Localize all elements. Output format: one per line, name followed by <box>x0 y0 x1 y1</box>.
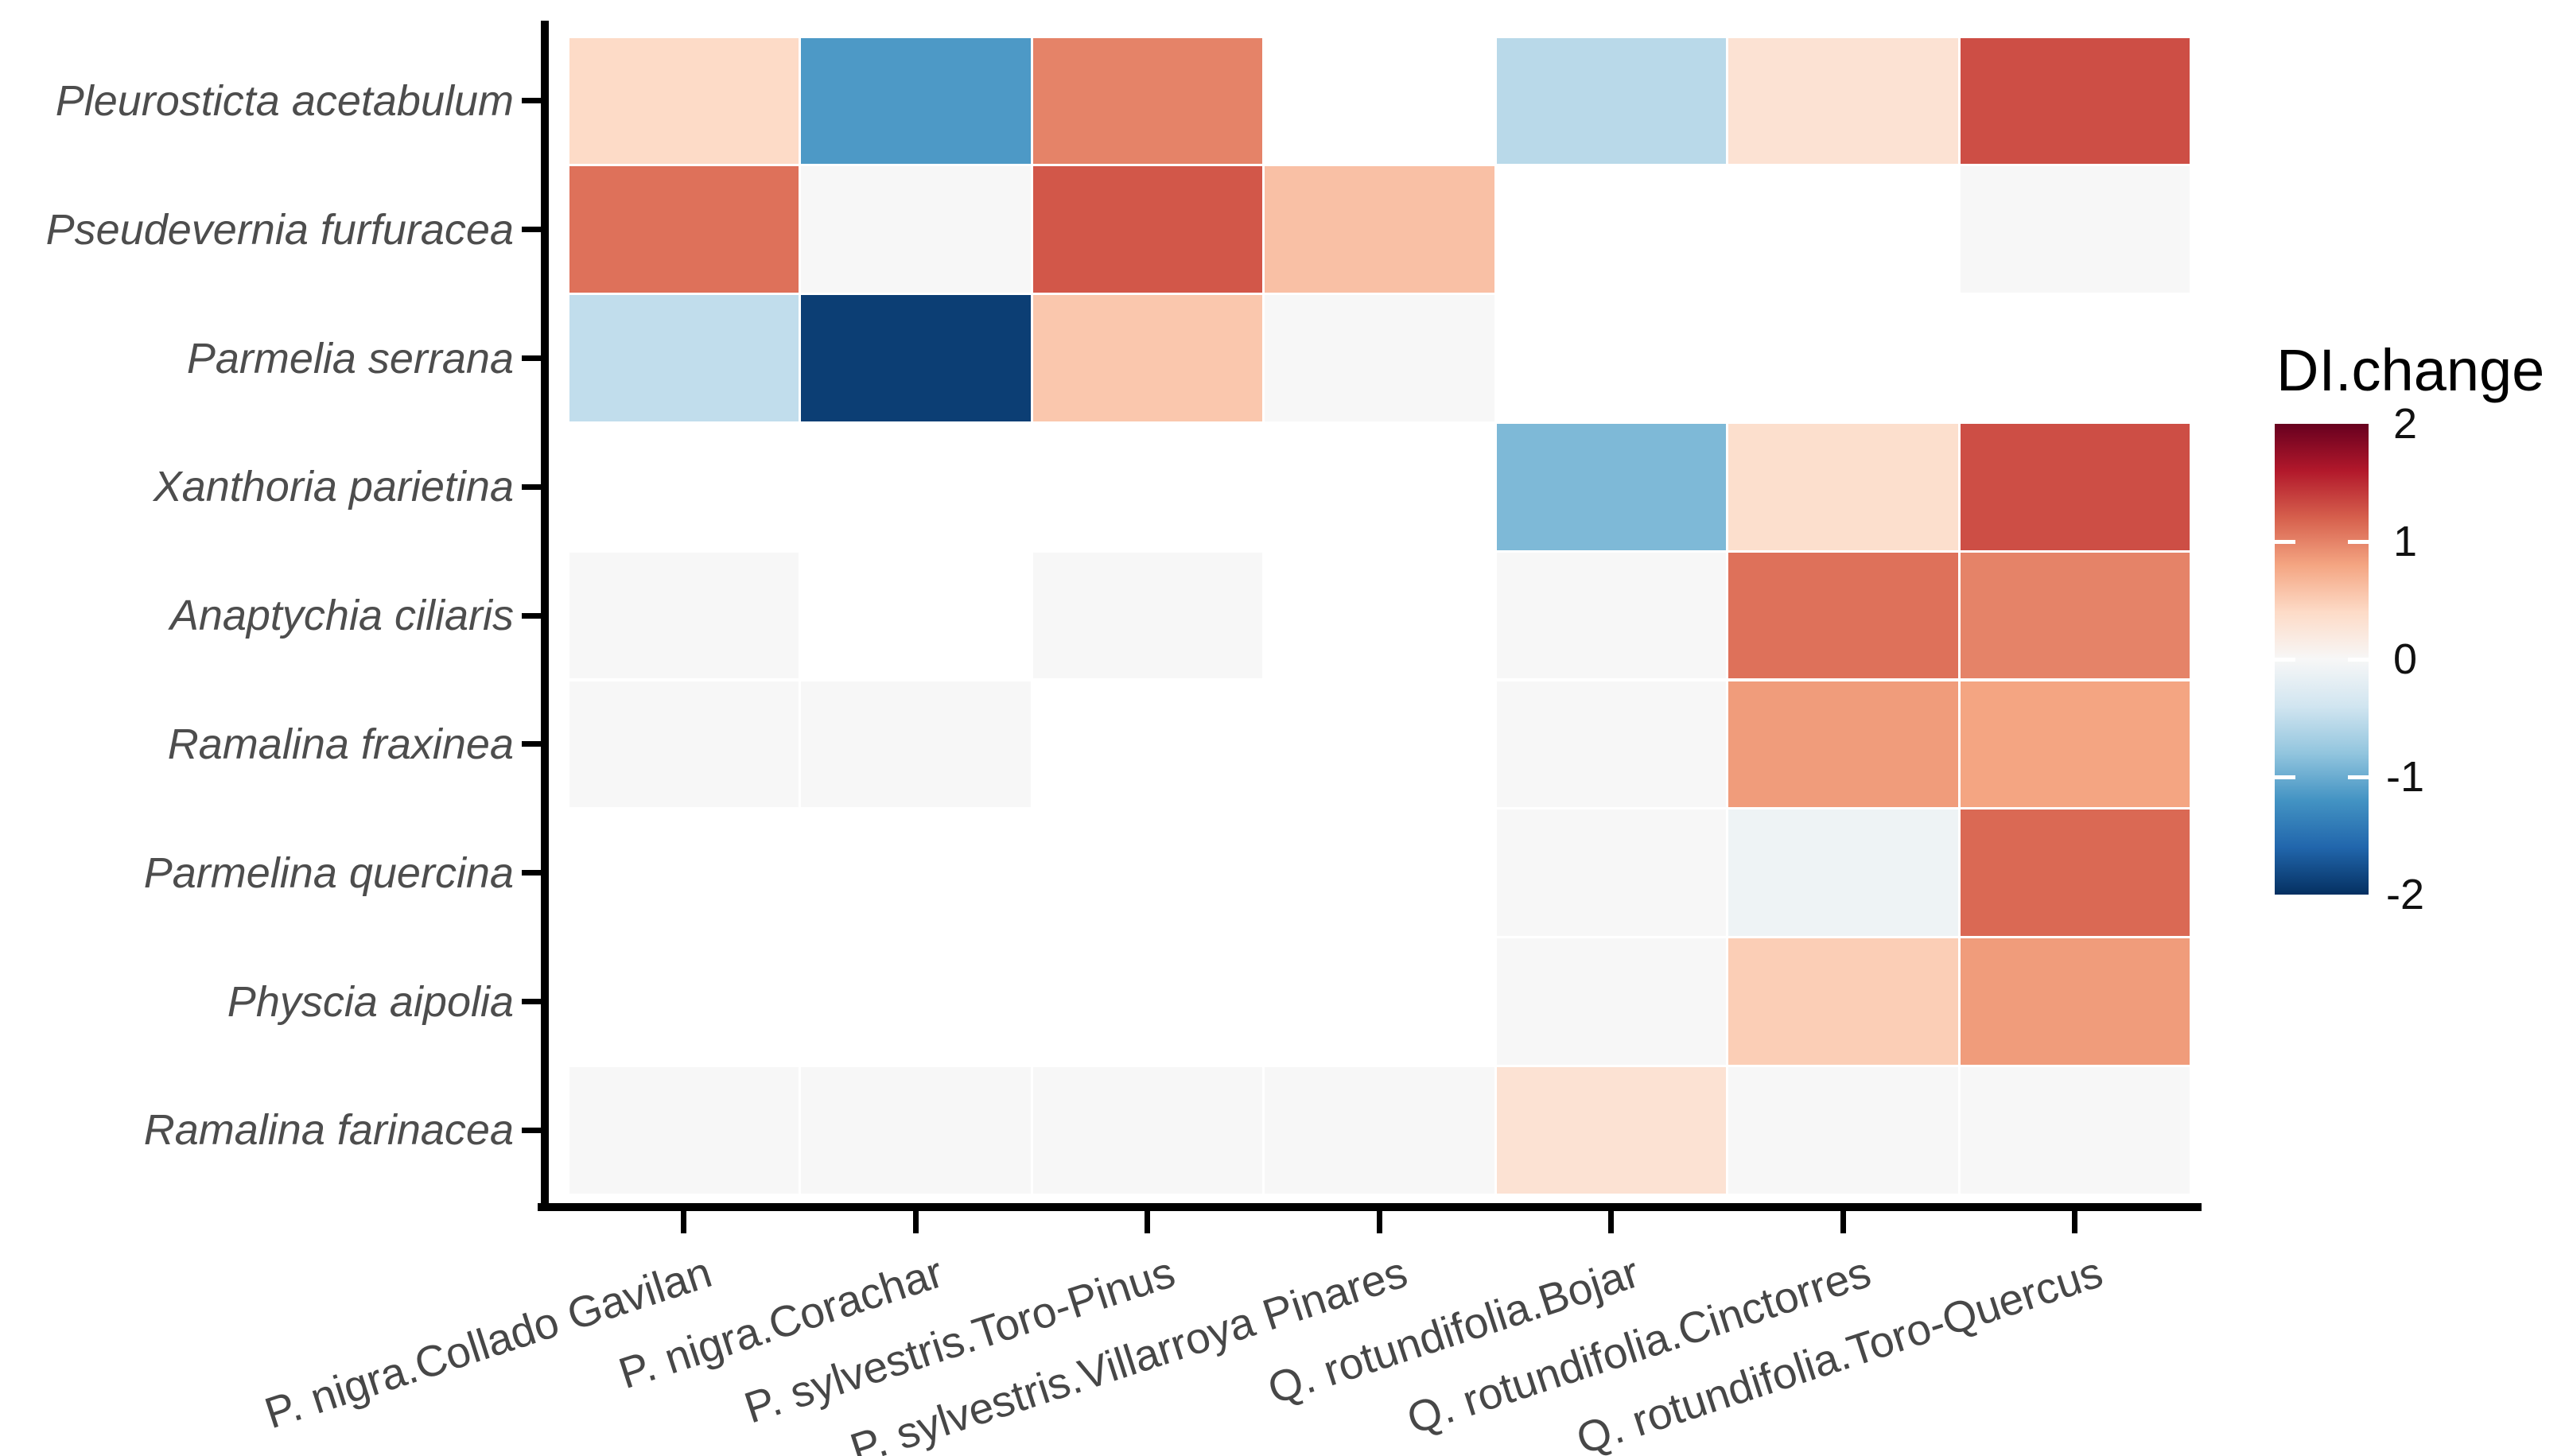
heatmap-cell <box>801 37 1031 165</box>
legend-title: DI.change <box>2276 337 2545 403</box>
heatmap-cell <box>1728 423 1958 550</box>
x-axis-tick <box>1145 1211 1151 1233</box>
heatmap-cell <box>1496 810 1726 937</box>
y-axis-tick <box>522 355 541 361</box>
x-axis-tick <box>912 1211 919 1233</box>
heatmap-cell <box>1032 37 1262 165</box>
heatmap-cell <box>1032 552 1262 679</box>
heatmap-cell <box>1265 1066 1494 1194</box>
heatmap-cell <box>569 681 799 808</box>
heatmap-cell <box>1496 552 1726 679</box>
y-axis-label: Parmelia serrana <box>186 334 514 382</box>
y-axis-label: Xanthoria parietina <box>153 463 514 511</box>
heatmap-cell <box>801 166 1031 293</box>
heatmap-cell <box>1496 37 1726 165</box>
legend-tick-label: 0 <box>2392 635 2418 683</box>
legend-colorbar-tick <box>2348 539 2369 544</box>
heatmap-cell <box>1496 681 1726 808</box>
y-axis-tick <box>522 227 541 233</box>
heatmap-cell <box>1032 295 1262 421</box>
heatmap-cell <box>1265 295 1494 421</box>
x-axis-line <box>538 1203 2202 1211</box>
heatmap-cell <box>1496 423 1726 550</box>
heatmap-cell <box>1960 37 2190 165</box>
legend-colorbar-tick <box>2275 539 2295 544</box>
heatmap-cell <box>1728 37 1958 165</box>
heatmap-cell <box>1960 1066 2190 1194</box>
heatmap-cell <box>1265 166 1494 293</box>
legend-tick-label: 2 <box>2392 400 2418 448</box>
heatmap-cell <box>569 37 799 165</box>
heatmap-cell <box>1032 1066 1262 1194</box>
heatmap-cell <box>1960 423 2190 550</box>
y-axis-label: Ramalina farinacea <box>143 1106 514 1155</box>
x-axis-tick <box>681 1211 687 1233</box>
y-axis-tick <box>522 612 541 619</box>
x-axis-tick <box>1840 1211 1846 1233</box>
x-axis-tick <box>1376 1211 1382 1233</box>
legend-tick-label: -2 <box>2385 871 2424 918</box>
heatmap-cell <box>1728 681 1958 808</box>
heatmap-cell <box>1728 552 1958 679</box>
y-axis-label: Pseudevernia furfuracea <box>45 205 514 254</box>
heatmap-cell <box>569 552 799 679</box>
y-axis-tick <box>522 98 541 104</box>
y-axis-tick <box>522 741 541 747</box>
y-axis-tick <box>522 483 541 490</box>
heatmap-cell <box>1728 938 1958 1065</box>
heatmap-cell <box>801 1066 1031 1194</box>
y-axis-line <box>541 21 549 1211</box>
heatmap-cell <box>1728 810 1958 937</box>
y-axis-label: Anaptychia ciliaris <box>169 592 514 640</box>
heatmap-cell <box>1960 552 2190 679</box>
x-axis-tick <box>2072 1211 2078 1233</box>
legend-colorbar-tick <box>2275 775 2295 779</box>
heatmap-cell <box>569 295 799 421</box>
legend-colorbar-tick <box>2275 657 2295 662</box>
heatmap-cell <box>1032 166 1262 293</box>
y-axis-tick <box>522 1127 541 1133</box>
heatmap-cell <box>569 1066 799 1194</box>
y-axis-tick <box>522 870 541 876</box>
y-axis-tick <box>522 999 541 1004</box>
heatmap-cell <box>801 295 1031 421</box>
y-axis-label: Physcia aipolia <box>227 977 514 1026</box>
legend-tick-label: -1 <box>2385 753 2424 801</box>
heatmap-cell <box>1496 938 1726 1065</box>
heatmap-cell <box>1728 1066 1958 1194</box>
heatmap-cell <box>1960 166 2190 293</box>
heatmap-cell <box>1496 1066 1726 1194</box>
x-axis-tick <box>1608 1211 1615 1233</box>
y-axis-label: Ramalina fraxinea <box>167 720 514 768</box>
heatmap-cell <box>1960 810 2190 937</box>
heatmap-cell <box>801 681 1031 808</box>
legend-colorbar-tick <box>2348 775 2369 779</box>
y-axis-label: Pleurosticta acetabulum <box>55 76 514 125</box>
legend-tick-label: 1 <box>2392 518 2418 565</box>
y-axis-label: Parmelina quercina <box>143 848 514 897</box>
heatmap-cell <box>1960 938 2190 1065</box>
legend-colorbar-tick <box>2348 657 2369 662</box>
heatmap-cell <box>1960 681 2190 808</box>
heatmap-cell <box>569 166 799 293</box>
